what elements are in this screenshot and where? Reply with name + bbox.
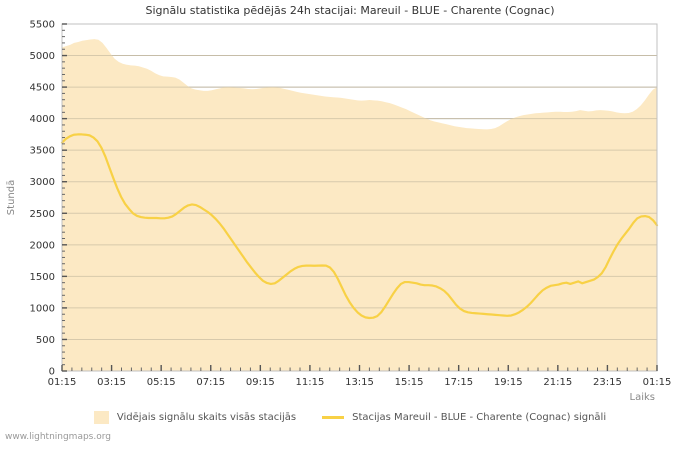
y-axis-tick-label: 0	[49, 367, 55, 378]
area-series-average	[62, 39, 657, 371]
x-axis-tick-label: 19:15	[494, 377, 523, 388]
legend-swatch-area-icon	[93, 410, 109, 424]
y-axis-label: Stundā	[6, 180, 17, 215]
y-axis-tick-label: 500	[36, 335, 55, 346]
y-axis-tick-label: 5000	[30, 51, 55, 62]
y-axis-tick-label: 1500	[30, 272, 55, 283]
legend-label-station: Stacijas Mareuil - BLUE - Charente (Cogn…	[352, 411, 607, 423]
x-axis-tick-label: 01:15	[48, 377, 77, 388]
x-axis-tick-label: 11:15	[296, 377, 325, 388]
x-axis-tick-label: 07:15	[196, 377, 225, 388]
x-axis-tick-label: 13:15	[345, 377, 374, 388]
x-axis-label: Laiks	[630, 392, 655, 403]
y-axis-tick-label: 2500	[30, 209, 55, 220]
x-axis-tick-label: 03:15	[97, 377, 126, 388]
line-series-station	[60, 133, 659, 320]
legend-item-station[interactable]: Stacijas Mareuil - BLUE - Charente (Cogn…	[322, 412, 606, 423]
x-axis-tick-label: 05:15	[147, 377, 176, 388]
y-axis-tick-label: 3500	[30, 146, 55, 157]
footer-url: www.lightningmaps.org	[5, 432, 111, 442]
legend-swatch-line-icon	[322, 415, 345, 419]
y-axis-tick-label: 2000	[30, 240, 55, 251]
x-axis-tick-label: 23:15	[593, 377, 622, 388]
y-axis-tick-label: 4500	[30, 83, 55, 94]
y-axis-tick-label: 5500	[30, 20, 55, 31]
y-axis-tick-label: 1000	[30, 303, 55, 314]
x-axis-tick-label: 01:15	[643, 377, 672, 388]
x-axis-tick-label: 15:15	[395, 377, 424, 388]
legend-item-average[interactable]: Vidējais signālu skaits visās stacijās	[93, 410, 297, 424]
x-axis-tick-label: 21:15	[543, 377, 572, 388]
legend-label-average: Vidējais signālu skaits visās stacijās	[116, 411, 297, 423]
y-axis-tick-label: 4000	[30, 114, 55, 125]
chart-legend: Vidējais signālu skaits visās stacijās S…	[0, 406, 700, 428]
x-axis-tick-label: 17:15	[444, 377, 473, 388]
y-axis-tick-label: 3000	[30, 177, 55, 188]
chart-title: Signālu statistika pēdējās 24h stacijai:…	[145, 4, 555, 17]
x-axis-tick-label: 09:15	[246, 377, 275, 388]
